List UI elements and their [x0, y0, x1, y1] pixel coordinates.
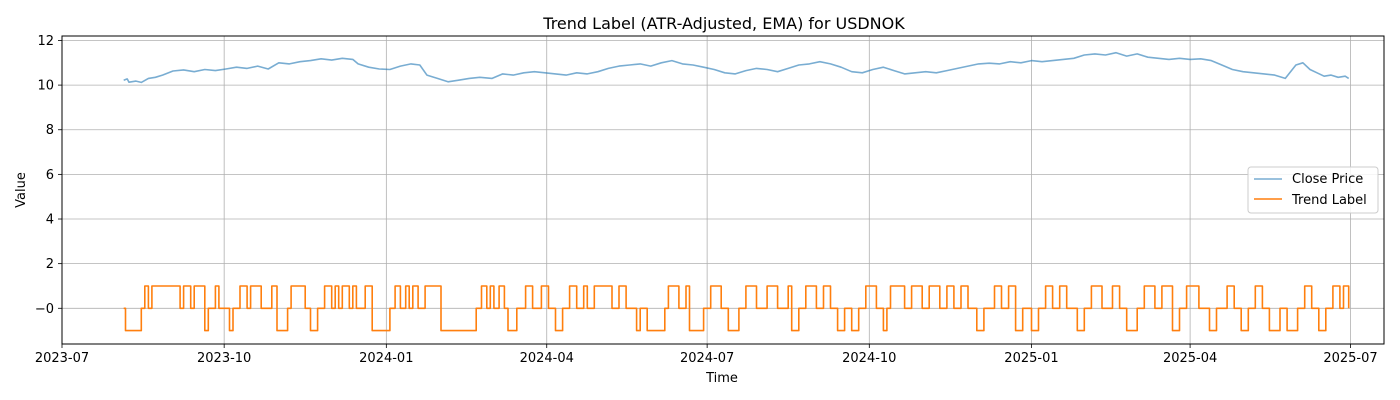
y-tick-label: 8 — [46, 123, 54, 138]
plot-frame — [61, 35, 1385, 345]
x-tick-label: 2024-01 — [359, 351, 413, 366]
x-tick-label: 2023-10 — [197, 351, 251, 366]
y-axis-label: Value — [14, 172, 29, 208]
legend: Close Price Trend Label — [1247, 166, 1379, 214]
legend-label-trend-label: Trend Label — [1291, 193, 1367, 208]
x-tick-label: 2024-10 — [842, 351, 896, 366]
y-tick-label: 12 — [37, 34, 54, 49]
x-tick-label: 2025-04 — [1163, 351, 1217, 366]
y-tick-label: −0 — [35, 302, 54, 317]
x-tick-label: 2024-07 — [680, 351, 734, 366]
y-tick-label: 6 — [46, 168, 54, 183]
y-tick-label: 10 — [37, 79, 54, 94]
series-layer — [123, 51, 1350, 332]
x-tick-label: 2025-01 — [1004, 351, 1058, 366]
plot-background — [62, 36, 1384, 344]
legend-label-close-price: Close Price — [1292, 172, 1363, 187]
x-tick-label: 2025-07 — [1323, 351, 1377, 366]
x-tick-label: 2023-07 — [35, 351, 89, 366]
y-tick-label: 2 — [46, 257, 54, 272]
chart-title: Trend Label (ATR-Adjusted, EMA) for USDN… — [542, 14, 905, 33]
x-axis: 2023-07 2023-10 2024-01 2024-04 2024-07 2024-… — [35, 344, 1378, 366]
series-line-close-price — [123, 51, 1350, 84]
y-axis: −0 2 4 6 8 10 12 — [35, 34, 62, 317]
series-line-trend-label — [123, 285, 1350, 332]
x-axis-label: Time — [705, 371, 738, 386]
x-tick-label: 2024-04 — [520, 351, 574, 366]
y-tick-label: 4 — [46, 213, 54, 228]
plot-area — [61, 35, 1385, 345]
